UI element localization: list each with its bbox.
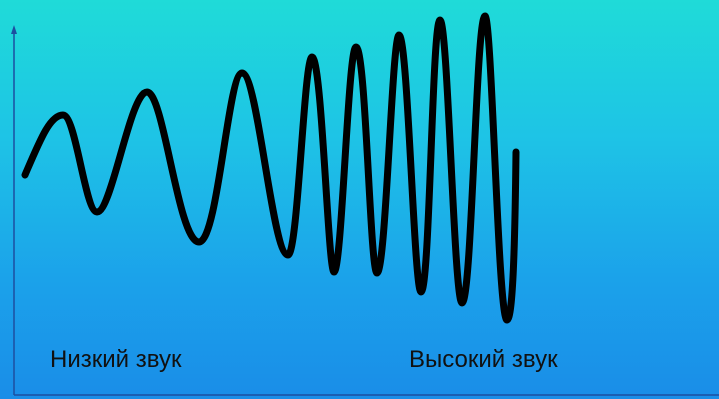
sound-wave [21,12,520,324]
low-sound-label: Низкий звук [50,346,182,373]
high-sound-label: Высокий звук [409,346,558,373]
y-axis-arrow [11,25,17,34]
